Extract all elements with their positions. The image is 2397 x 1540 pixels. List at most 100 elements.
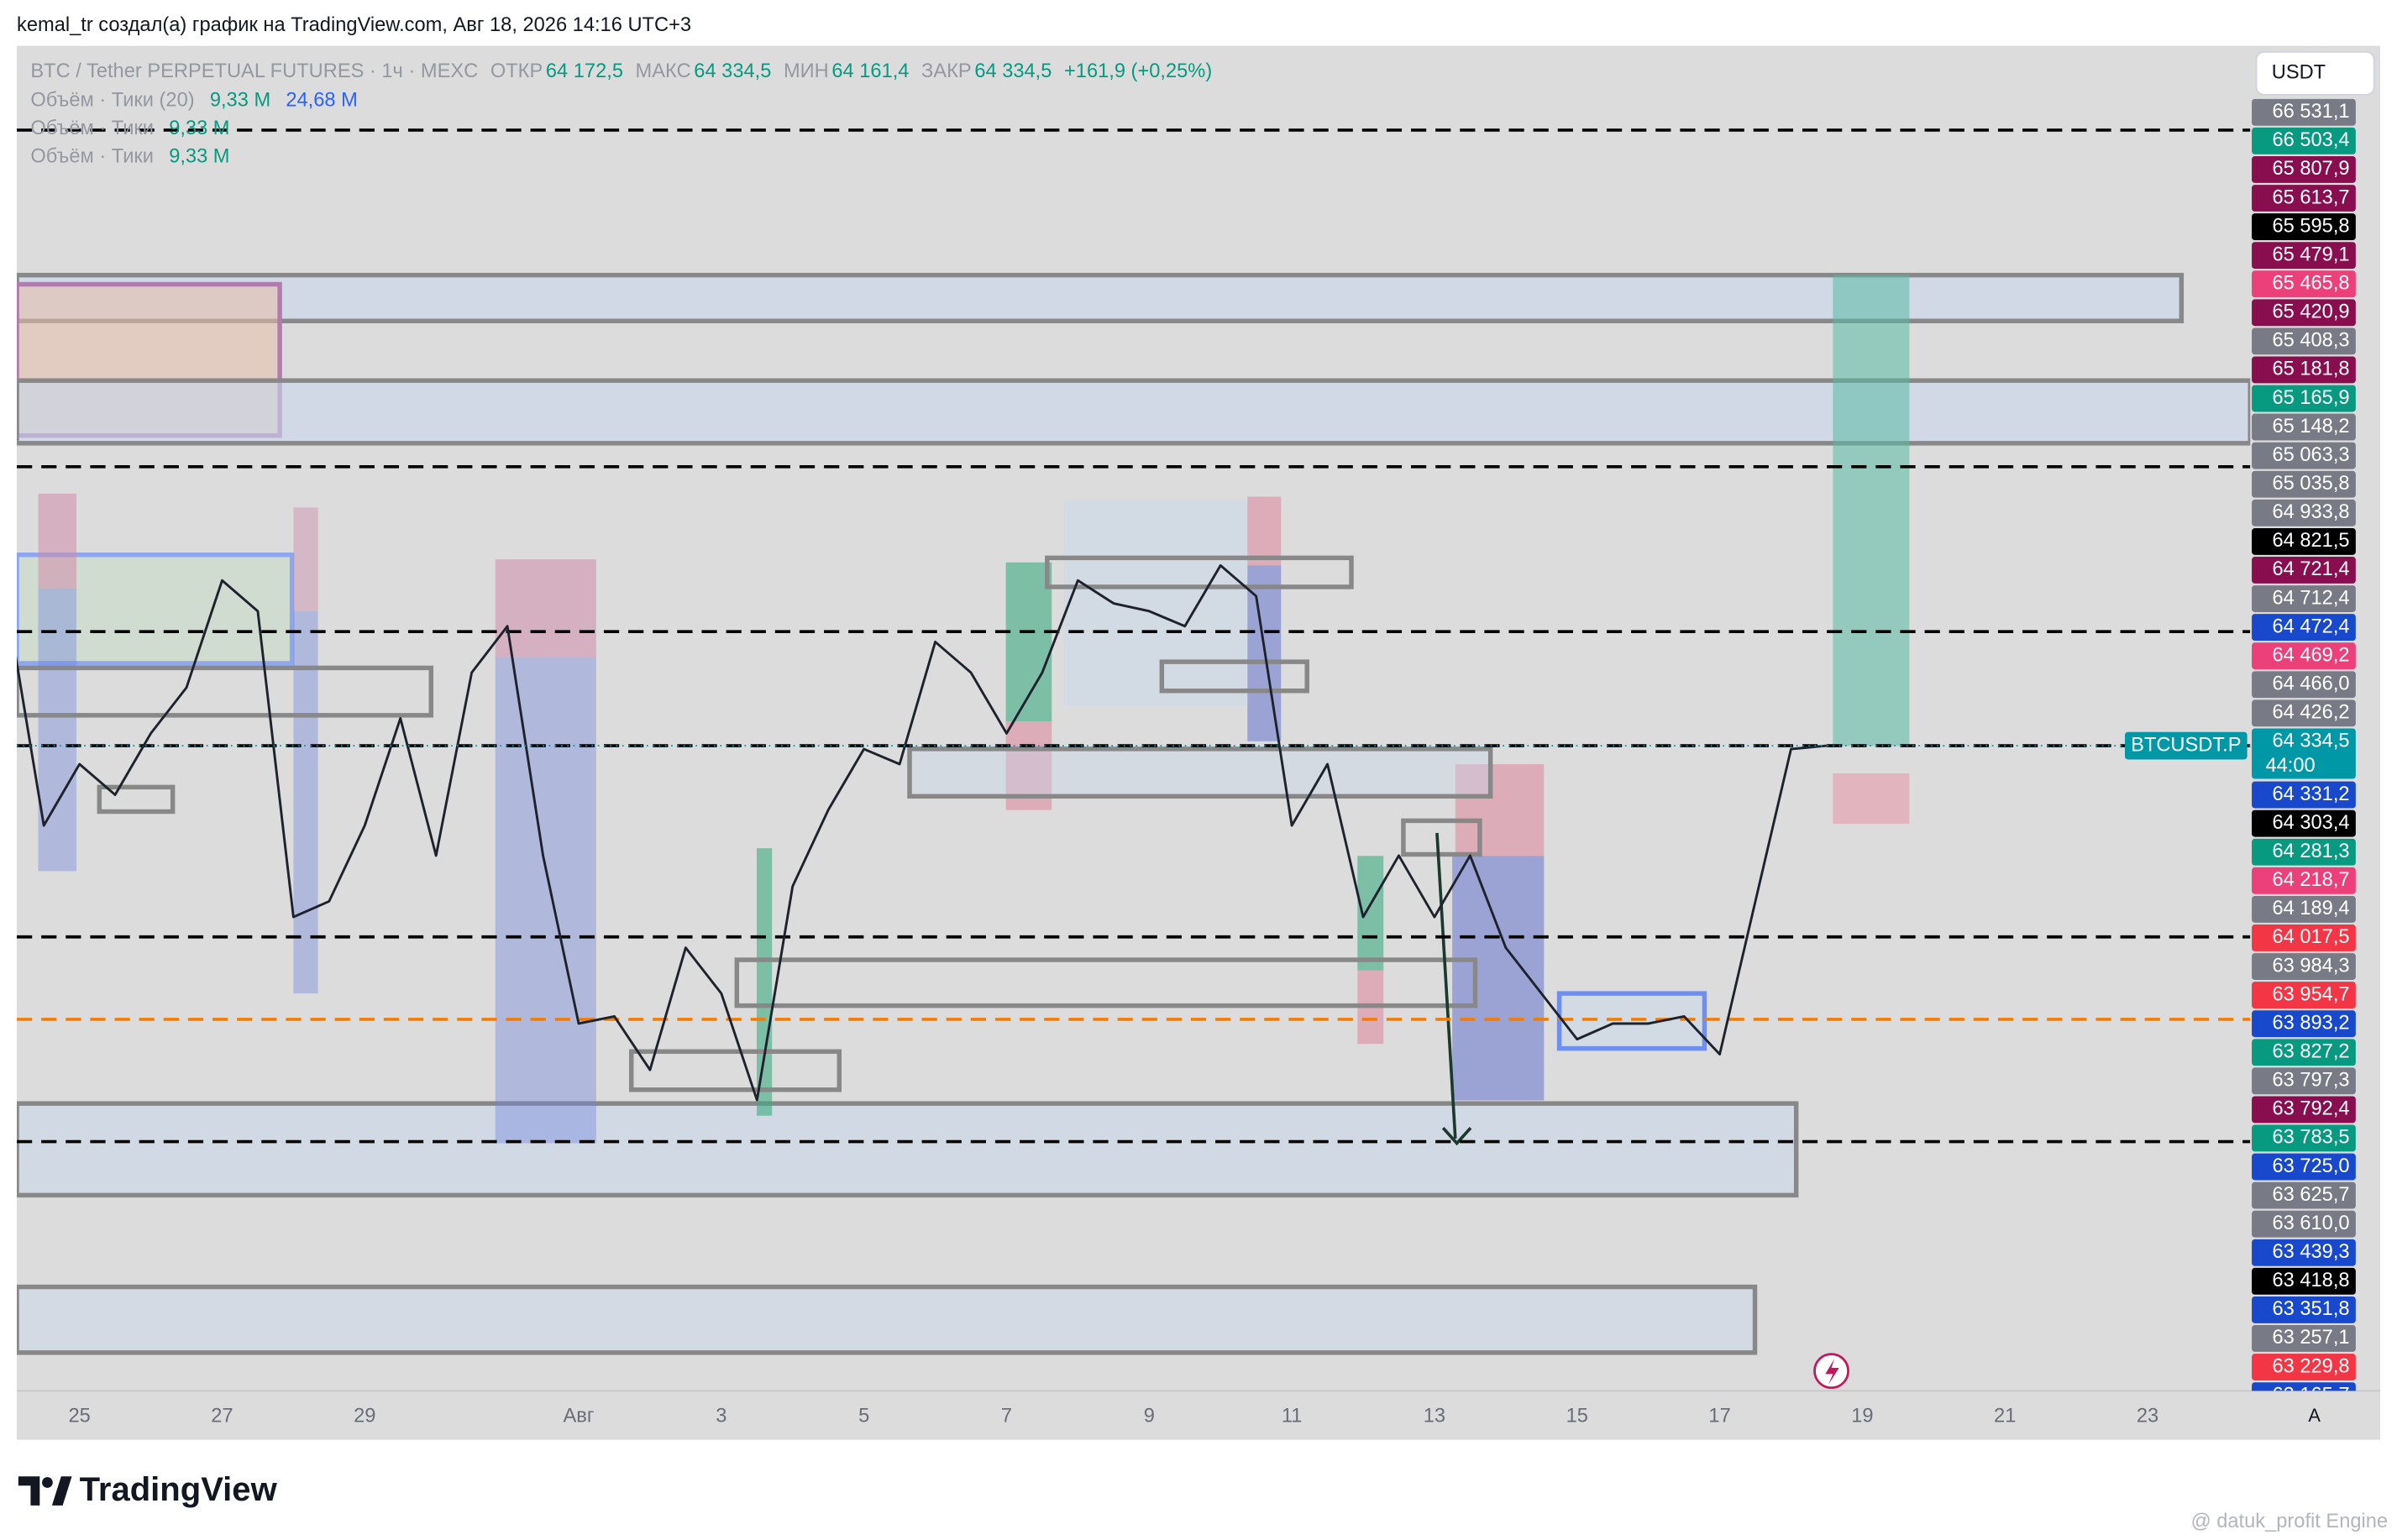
countdown: 44:00: [2265, 755, 2315, 777]
price-tag: [2252, 1153, 2356, 1181]
price-tag: [2252, 413, 2356, 441]
price-tag: [2252, 1267, 2356, 1295]
zone: [97, 784, 176, 815]
price-tag-label: 64 331,2: [2272, 783, 2349, 805]
time-axis: 25 27 29 Авг 3 5 7 9 11 13 15 17 19 21 23: [68, 1406, 2158, 1427]
indicator-name: Объём · Тики (20): [30, 89, 194, 111]
indicator-value: 9,33 M: [169, 118, 229, 139]
price-tag: [2252, 213, 2356, 241]
price-tag-label: 64 821,5: [2272, 530, 2349, 552]
price-tag: [2252, 1239, 2356, 1266]
caption: kemal_tr создал(а) график на TradingView…: [17, 14, 691, 36]
price-tag-label: 64 426,2: [2272, 702, 2349, 724]
x-tick-label: 19: [1851, 1406, 1873, 1427]
price-tag: [2252, 242, 2356, 270]
price-tag: [2252, 527, 2356, 555]
price-tag-label: 63 893,2: [2272, 1012, 2349, 1034]
scale-mode[interactable]: A: [2308, 1405, 2321, 1426]
price-tag: [2252, 98, 2356, 126]
x-tick-label: 27: [211, 1406, 233, 1427]
zone: [17, 665, 434, 718]
price-tag: [2252, 185, 2356, 212]
price-tag-label: 66 503,4: [2272, 129, 2349, 151]
price-tag-label: 64 472,4: [2272, 615, 2349, 637]
price-tag: [2252, 728, 2356, 779]
price-tag-label: 65 165,9: [2272, 387, 2349, 409]
zone: [907, 746, 1493, 799]
alert-icon-bolt: [1825, 1359, 1839, 1385]
x-tick-label: Авг: [564, 1406, 595, 1427]
price-scale: 66 531,1 66 503,4 65 807,9 65 613,7 65 595,8…: [2252, 98, 2356, 1391]
price-tag: [2252, 270, 2356, 298]
price-tag-label: 65 613,7: [2272, 186, 2349, 208]
price-tag: [2252, 327, 2356, 355]
legend-text: 64 334,5: [974, 60, 1052, 82]
price-tag: [2252, 671, 2356, 699]
zone: [756, 848, 773, 1116]
price-tag-label: 63 954,7: [2272, 983, 2349, 1005]
price-tag: [2252, 127, 2356, 155]
x-tick-label: 15: [1566, 1406, 1588, 1427]
logo-mark: [51, 1476, 72, 1506]
price-tag-label: 64 218,7: [2272, 869, 2349, 891]
price-tag: [2252, 1325, 2356, 1352]
price-tag: [2252, 1210, 2356, 1238]
price-tag-label: 65 148,2: [2272, 416, 2349, 437]
price-tag-label: 64 721,4: [2272, 558, 2349, 580]
zone: [1247, 496, 1282, 566]
x-tick-label: 23: [2137, 1406, 2158, 1427]
legend-text: ОТКР: [490, 60, 543, 82]
x-tick-label: 9: [1144, 1406, 1155, 1427]
legend-text: 64 161,4: [831, 60, 909, 82]
price-tag: [2252, 1067, 2356, 1095]
price-tag: [2252, 1039, 2356, 1066]
price-tag-label: 65 035,8: [2272, 473, 2349, 495]
price-tag-label: 65 479,1: [2272, 244, 2349, 265]
price-tag-label: 65 063,3: [2272, 444, 2349, 466]
long-target: [1833, 275, 1910, 746]
zone: [495, 657, 596, 1144]
price-tag: [2252, 1354, 2356, 1380]
price-tag-label: 65 465,8: [2272, 272, 2349, 294]
price-tag-label: 65 420,9: [2272, 301, 2349, 323]
zone: [17, 1284, 1758, 1355]
x-tick-label: 11: [1282, 1406, 1303, 1427]
x-tick-label: 7: [1001, 1406, 1012, 1427]
x-tick-label: 21: [1994, 1406, 2016, 1427]
price-tag: [2252, 585, 2356, 612]
price-tag: [2252, 1382, 2356, 1391]
price-tag: [2252, 470, 2356, 498]
currency-button[interactable]: [2255, 50, 2375, 96]
price-tag: [2252, 838, 2356, 866]
indicator-value: 24,68 M: [286, 89, 357, 111]
zone: [1159, 659, 1309, 694]
currency[interactable]: USDT: [2272, 62, 2326, 84]
price-tag: [2252, 1181, 2356, 1209]
price-tag-label: 63 984,3: [2272, 955, 2349, 977]
price-tag-label: 66 531,1: [2272, 101, 2349, 123]
zone: [1045, 555, 1354, 589]
price-tag: [2252, 499, 2356, 526]
price-tag-label: 65 181,8: [2272, 359, 2349, 380]
zone: [628, 1049, 842, 1092]
price-tag-label: 64 712,4: [2272, 587, 2349, 609]
price-tag: [2252, 982, 2356, 1009]
logo-mark: [18, 1476, 40, 1506]
price-tag: [2252, 642, 2356, 670]
arrow-head: [1441, 1127, 1472, 1146]
zone: [293, 507, 318, 612]
indicator-value: 9,33 M: [210, 89, 270, 111]
price-tag-label: 65 408,3: [2272, 330, 2349, 352]
price-tag-label: 63 725,0: [2272, 1155, 2349, 1177]
price-tag: [2252, 156, 2356, 183]
price-tag: [2252, 867, 2356, 894]
price-tag-label: 63 351,8: [2272, 1298, 2349, 1320]
zone: [1063, 500, 1248, 706]
price-tag: [2252, 385, 2356, 412]
price-tag-label: 63 783,5: [2272, 1127, 2349, 1149]
price-tag-label: 64 189,4: [2272, 898, 2349, 919]
price-tag: [2252, 809, 2356, 837]
chart-panel: [17, 45, 2380, 1440]
price-line: [17, 563, 1828, 1102]
